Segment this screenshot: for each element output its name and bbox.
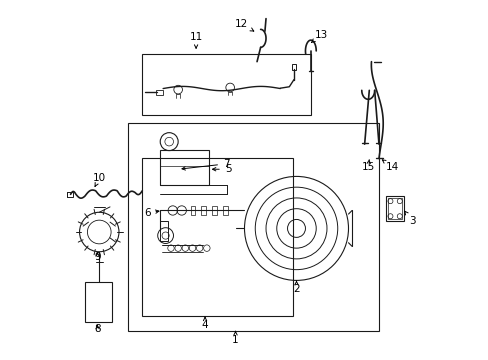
Bar <box>142 54 310 116</box>
Text: 7: 7 <box>182 159 229 170</box>
Bar <box>212 206 217 215</box>
Bar <box>386 196 403 221</box>
Text: 1: 1 <box>232 332 238 345</box>
Text: 12: 12 <box>234 19 253 31</box>
Bar <box>292 64 295 69</box>
Text: 4: 4 <box>202 317 208 330</box>
Text: 11: 11 <box>189 32 203 48</box>
Bar <box>223 206 227 215</box>
Text: 2: 2 <box>293 281 299 294</box>
Text: 5: 5 <box>212 164 231 174</box>
Bar <box>190 206 195 215</box>
Text: 8: 8 <box>94 324 101 334</box>
Text: 6: 6 <box>143 208 159 218</box>
Bar <box>85 282 112 321</box>
Bar <box>160 149 208 185</box>
Bar <box>128 123 378 330</box>
Bar <box>387 198 402 220</box>
Bar <box>156 90 163 95</box>
Bar <box>142 158 292 316</box>
Bar <box>160 221 168 241</box>
Text: 15: 15 <box>361 159 374 172</box>
Text: 9: 9 <box>94 252 101 262</box>
Text: 14: 14 <box>382 160 399 172</box>
Text: 3: 3 <box>404 211 415 226</box>
Bar <box>67 192 73 197</box>
Bar <box>201 206 206 215</box>
Text: 13: 13 <box>311 30 327 42</box>
Text: 10: 10 <box>93 173 105 186</box>
